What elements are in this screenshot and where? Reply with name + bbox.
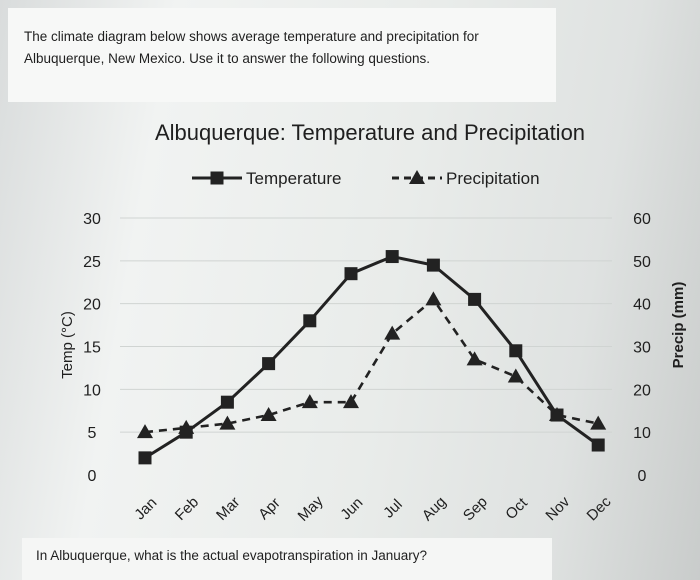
temperature-point [344, 267, 358, 281]
legend-swatch-marker [210, 171, 224, 185]
intro-text: The climate diagram below shows average … [24, 29, 479, 66]
right-tick-label: 30 [633, 340, 651, 357]
right-tick-label: 20 [633, 382, 651, 399]
temperature-point [220, 395, 234, 409]
precipitation-point [590, 415, 607, 430]
question-panel: In Albuquerque, what is the actual evapo… [22, 538, 552, 580]
left-tick-label: 30 [83, 211, 101, 228]
month-label: Jan [131, 494, 160, 523]
precipitation-point [137, 424, 153, 439]
temperature-line [144, 255, 600, 460]
precipitation-point [343, 394, 359, 409]
temperature-point [303, 314, 317, 328]
month-label: Sep [460, 493, 491, 524]
chart-title: Albuquerque: Temperature and Precipitati… [155, 120, 585, 145]
month-label: Mar [213, 494, 243, 524]
left-tick-label: 20 [83, 297, 101, 314]
month-label: Nov [542, 493, 573, 524]
temperature-point [385, 250, 399, 264]
precipitation-point [301, 394, 318, 409]
temperature-point [262, 357, 276, 371]
left-tick-label: 10 [83, 382, 101, 399]
series-group [137, 250, 607, 465]
legend-label: Temperature [246, 169, 341, 188]
precipitation-point [466, 351, 483, 366]
left-tick-label: 25 [83, 254, 101, 271]
right-tick-label: 40 [633, 297, 651, 314]
right-axis-label: Precip (mm) [670, 282, 687, 369]
month-label: Aug [419, 493, 450, 524]
legend-label: Precipitation [446, 169, 540, 188]
month-label: Dec [584, 493, 615, 524]
precipitation-point [178, 419, 195, 434]
month-label: May [295, 492, 327, 524]
month-label: Apr [255, 495, 284, 524]
right-axis-ticks: 0 10 20 30 40 50 60 [633, 211, 651, 485]
temperature-point [509, 344, 523, 358]
precipitation-point [507, 368, 524, 383]
legend: Temperature Precipitation [192, 169, 540, 188]
month-axis-ticks: Jan Feb Mar Apr May Jun Jul Aug Sep Oct Nov Dec [131, 492, 615, 524]
left-axis-ticks: 0 5 10 15 20 25 30 [83, 211, 101, 485]
precipitation-line [144, 298, 599, 434]
month-label: Jul [380, 496, 406, 522]
left-tick-label: 15 [83, 340, 101, 357]
intro-panel: The climate diagram below shows average … [8, 8, 556, 102]
right-tick-label: 60 [633, 211, 651, 228]
gridlines [120, 217, 612, 433]
month-label: Jun [337, 494, 366, 523]
right-tick-label: 50 [633, 254, 651, 271]
month-label: Feb [172, 494, 202, 524]
temperature-point [591, 438, 605, 452]
precipitation-point [425, 291, 442, 306]
precipitation-point [384, 325, 401, 340]
temperature-point [426, 258, 440, 272]
precipitation-point [219, 415, 236, 430]
left-tick-label: 0 [88, 468, 97, 485]
legend-swatch-marker [409, 170, 425, 184]
temperature-point [138, 451, 152, 465]
precipitation-point [549, 407, 565, 422]
question-text: In Albuquerque, what is the actual evapo… [36, 548, 428, 563]
right-tick-label: 0 [638, 468, 647, 485]
month-label: Oct [502, 494, 531, 523]
precipitation-point [260, 407, 277, 422]
right-tick-label: 10 [633, 425, 651, 442]
left-axis-label: Temp (°C) [59, 311, 76, 379]
temperature-point [468, 292, 482, 306]
left-tick-label: 5 [88, 425, 97, 442]
